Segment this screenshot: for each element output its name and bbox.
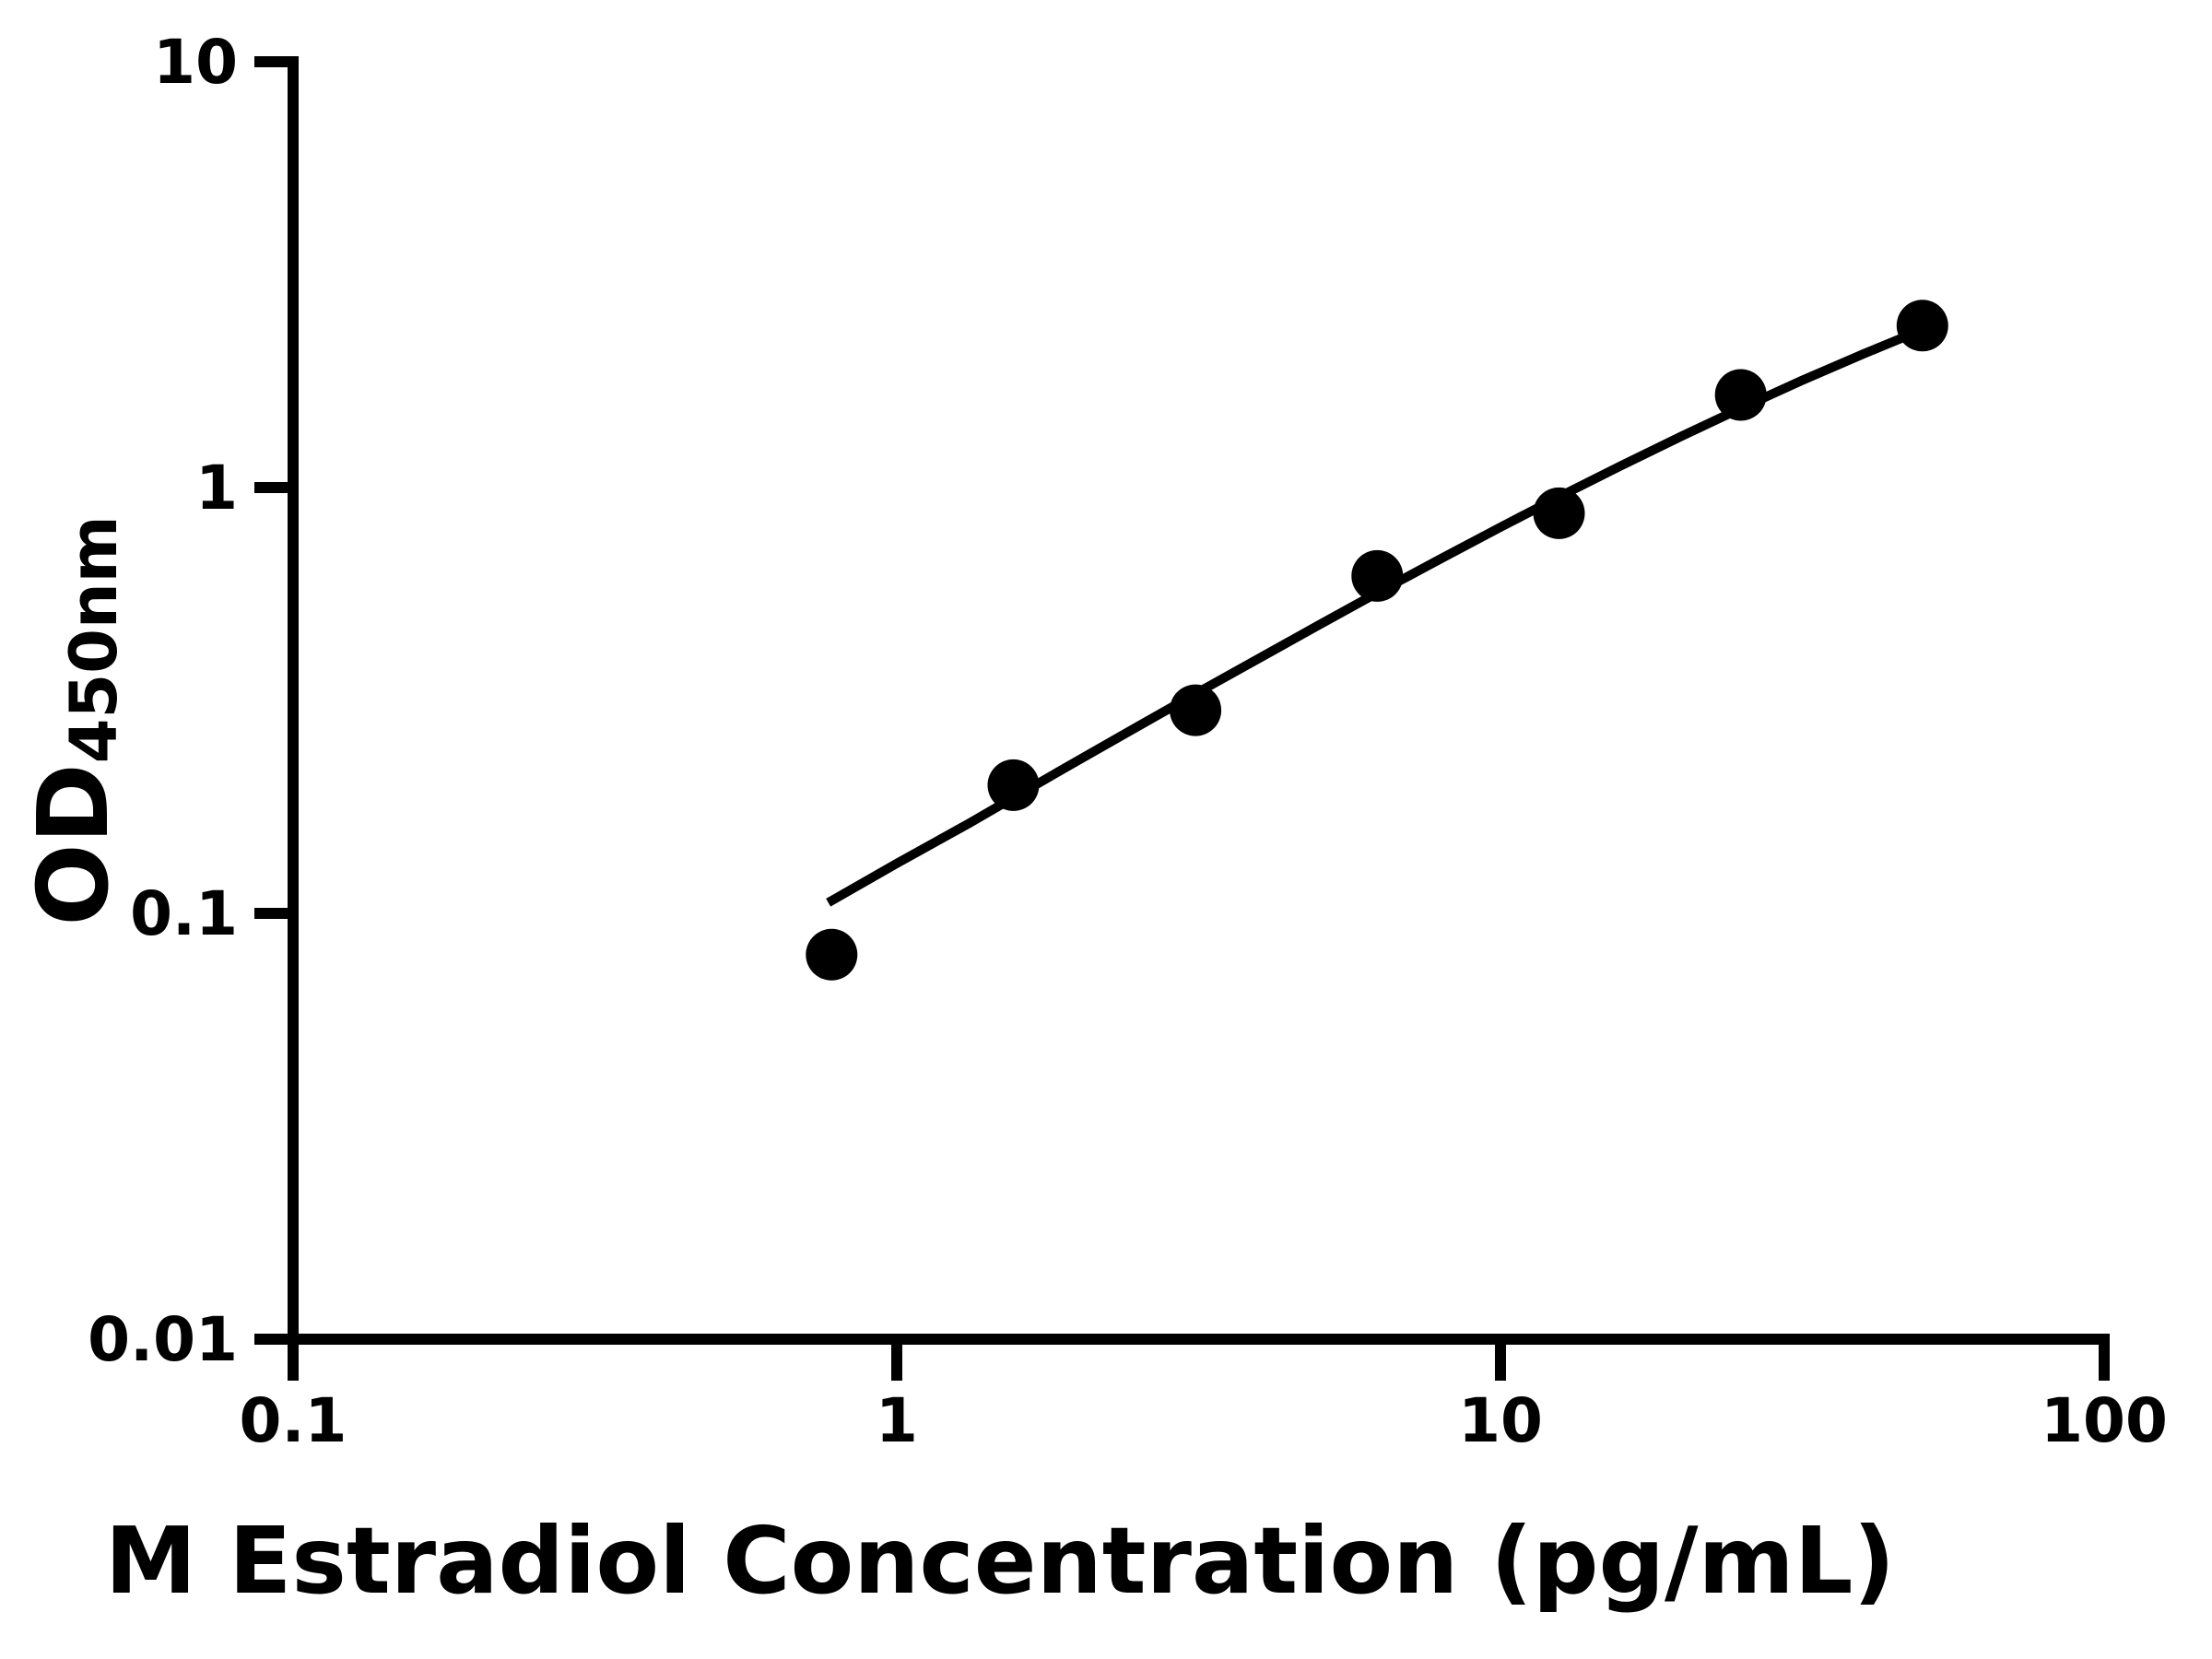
data-point [1533,487,1585,539]
y-tick-label: 0.1 [130,878,238,949]
y-axis-title-subscript: 450nm [55,515,132,764]
y-tick-label: 0.01 [88,1304,238,1375]
data-point [1170,684,1222,736]
x-axis-tick-labels: 0.1 1 10 100 [240,1385,2168,1456]
data-point [806,928,858,981]
y-tick-label: 10 [153,27,238,98]
fitted-curve-line [826,324,1924,907]
y-axis-tick-labels: 0.01 0.1 1 10 [88,27,238,1375]
data-point [1896,300,1948,352]
data-point-markers [806,300,1948,981]
x-tick-label: 10 [1458,1385,1543,1456]
x-tick-label: 1 [876,1385,918,1456]
data-point [1351,549,1404,602]
data-point [1714,369,1767,421]
y-axis-title-main: OD [18,763,130,926]
data-point [987,759,1040,811]
y-axis-ticks [254,56,293,1345]
x-axis-ticks [288,1339,2110,1381]
x-axis-title-text: M Estradiol Concentration (pg/mL) [104,1507,1896,1615]
y-tick-label: 1 [195,453,238,524]
x-axis-title: M Estradiol Concentration (pg/mL) [0,1507,2000,1615]
x-tick-label: 100 [2041,1385,2168,1456]
x-tick-label: 0.1 [240,1385,347,1456]
y-axis-title: OD450nm [9,509,138,933]
